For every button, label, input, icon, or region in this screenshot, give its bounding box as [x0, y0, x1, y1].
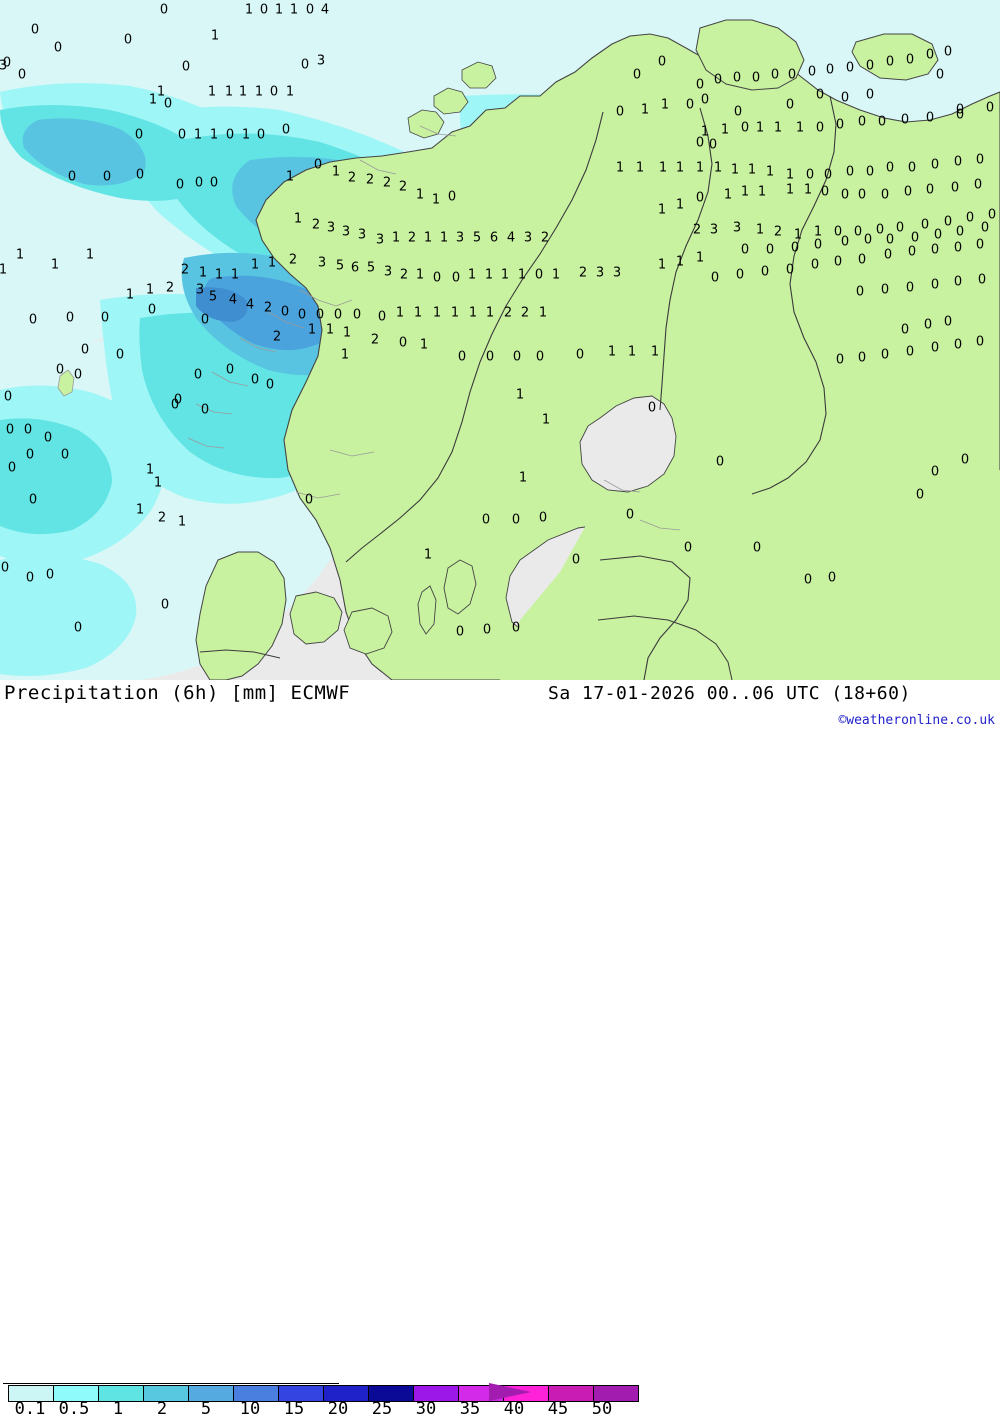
scale-tick-20: 20 [327, 1399, 349, 1419]
scale-tick-15: 15 [283, 1399, 305, 1419]
scale-tick-0.1: 0.1 [14, 1399, 46, 1419]
color-scale-ticks: 0.1 0.5 1 2 5 10 15 20 25 30 35 40 45 50 [0, 1399, 1000, 1419]
sweden-finland-border [659, 107, 713, 411]
baltic-states-border [599, 555, 691, 680]
danish-isles [289, 591, 343, 645]
scale-tick-50: 50 [591, 1399, 613, 1419]
scale-tick-35: 35 [459, 1399, 481, 1419]
scale-tick-2: 2 [156, 1399, 168, 1419]
latvia-lithuania-border [597, 615, 733, 680]
scale-tick-45: 45 [547, 1399, 569, 1419]
scale-tick-25: 25 [371, 1399, 393, 1419]
valid-time-label: Sa 17-01-2026 00..06 UTC (18+60) [548, 683, 911, 704]
gotland-island [443, 559, 477, 615]
title-underline [3, 1383, 339, 1384]
scale-tick-1: 1 [112, 1399, 124, 1419]
oland-island [417, 585, 437, 635]
legend-title: Precipitation (6h) [mm] ECMWF [4, 682, 351, 704]
scale-tick-0.5: 0.5 [58, 1399, 90, 1419]
gulf-of-bothnia [579, 395, 677, 493]
eastern-europe-landmass [500, 470, 1000, 680]
scale-tick-40: 40 [503, 1399, 525, 1419]
norway-sweden-border [345, 111, 604, 563]
landmass-layer [57, 19, 1000, 680]
scale-tick-30: 30 [415, 1399, 437, 1419]
copyright-label: ©weatheronline.co.uk [838, 713, 995, 728]
shetland-islands [57, 369, 75, 397]
finland-russia-border [751, 95, 837, 495]
novaya-coast [851, 33, 939, 81]
kola-landmass [695, 19, 805, 91]
borders-layer [199, 95, 837, 680]
scale-tick-10: 10 [239, 1399, 261, 1419]
map-footer: Precipitation (6h) [mm] ECMWF Sa 17-01-2… [0, 680, 1000, 1419]
map-canvas [0, 0, 1000, 680]
zealand-island [343, 607, 393, 655]
denmark-germany-border [199, 649, 281, 659]
denmark-landmass [195, 551, 287, 680]
inland-waterways [187, 125, 681, 531]
scale-tick-5: 5 [200, 1399, 212, 1419]
